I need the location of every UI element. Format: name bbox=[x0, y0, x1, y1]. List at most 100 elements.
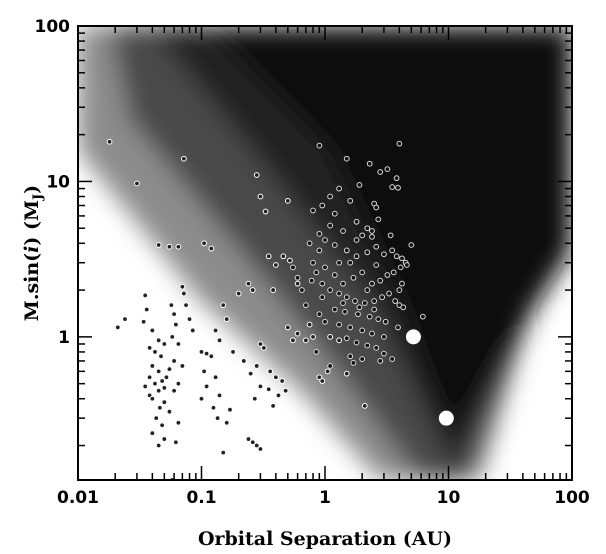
planet-point-outer bbox=[408, 242, 415, 248]
planet-point-outer bbox=[347, 353, 354, 360]
planet-point-inner bbox=[287, 257, 293, 264]
planet-point-inner bbox=[210, 404, 217, 411]
solar-system-planet-point bbox=[438, 410, 454, 426]
planet-point-inner bbox=[223, 316, 230, 323]
planet-point-outer bbox=[396, 140, 403, 147]
planet-point-outer bbox=[353, 218, 360, 225]
planet-point-outer bbox=[336, 290, 342, 297]
planet-point-inner bbox=[220, 449, 227, 456]
planet-point-outer bbox=[319, 202, 326, 209]
planet-point-outer bbox=[381, 251, 387, 258]
data-points bbox=[106, 138, 454, 480]
planet-point-outer bbox=[294, 274, 301, 281]
planet-point-inner bbox=[249, 287, 256, 293]
planet-point-inner bbox=[267, 368, 274, 375]
detection-heatmap bbox=[78, 26, 572, 480]
planet-point-inner bbox=[212, 327, 219, 334]
planet-point-outer bbox=[356, 181, 363, 188]
planet-point-outer bbox=[395, 324, 401, 331]
planet-point-outer bbox=[319, 280, 326, 287]
planet-point-inner bbox=[223, 419, 230, 426]
planet-point-inner bbox=[279, 378, 286, 384]
planet-point-inner bbox=[163, 374, 170, 381]
planet-point-outer bbox=[290, 264, 296, 271]
planet-point-outer bbox=[396, 287, 403, 293]
planet-point-outer bbox=[356, 304, 363, 311]
planet-point-outer bbox=[355, 311, 361, 318]
planet-point-outer bbox=[331, 306, 338, 313]
planet-point-inner bbox=[159, 422, 166, 429]
planet-point-inner bbox=[203, 350, 210, 357]
planet-point-outer bbox=[397, 264, 404, 271]
planet-point-outer bbox=[366, 313, 373, 320]
planet-point-inner bbox=[161, 384, 168, 391]
planet-point-outer bbox=[379, 294, 386, 301]
planet-point-outer bbox=[403, 262, 410, 268]
planet-point-outer bbox=[319, 294, 326, 301]
planet-point-inner bbox=[168, 302, 175, 309]
planet-point-outer bbox=[389, 184, 396, 190]
planet-point-inner bbox=[186, 316, 193, 323]
planet-point-inner bbox=[201, 368, 208, 375]
planet-point-outer bbox=[350, 360, 357, 366]
planet-point-inner bbox=[272, 262, 279, 268]
planet-point-outer bbox=[342, 308, 348, 315]
planet-point-outer bbox=[322, 237, 328, 243]
planet-point-inner bbox=[122, 316, 128, 323]
planet-point-outer bbox=[375, 216, 382, 223]
planet-point-inner bbox=[171, 358, 178, 364]
planet-point-inner bbox=[227, 406, 233, 413]
planet-point-inner bbox=[166, 243, 173, 250]
planet-point-inner bbox=[175, 419, 182, 426]
planet-point-outer bbox=[377, 169, 384, 175]
planet-point-outer bbox=[327, 363, 334, 369]
planet-point-outer bbox=[340, 300, 346, 306]
planet-point-outer bbox=[316, 247, 323, 254]
planet-point-inner bbox=[294, 330, 301, 337]
planet-point-outer bbox=[331, 242, 338, 248]
planet-point-outer bbox=[381, 333, 387, 340]
planet-point-outer bbox=[316, 142, 323, 149]
planet-point-inner bbox=[253, 363, 260, 369]
planet-point-inner bbox=[230, 349, 236, 355]
planet-point-inner bbox=[159, 378, 166, 384]
planet-point-inner bbox=[245, 436, 252, 442]
planet-point-inner bbox=[155, 442, 162, 449]
planet-point-outer bbox=[364, 287, 371, 293]
planet-point-inner bbox=[203, 383, 210, 390]
planet-point-inner bbox=[253, 172, 260, 178]
planet-point-inner bbox=[142, 292, 149, 299]
planet-point-inner bbox=[179, 283, 186, 290]
planet-point-outer bbox=[364, 225, 371, 232]
planet-point-outer bbox=[384, 166, 391, 173]
planet-point-outer bbox=[322, 318, 328, 325]
planet-point-outer bbox=[399, 255, 405, 262]
planet-point-inner bbox=[284, 324, 291, 331]
planet-point-inner bbox=[280, 253, 287, 260]
planet-point-outer bbox=[343, 335, 350, 342]
planet-point-inner bbox=[156, 404, 163, 411]
planet-point-outer bbox=[400, 304, 407, 311]
planet-point-outer bbox=[353, 339, 360, 346]
planet-point-inner bbox=[361, 402, 368, 409]
planet-point-inner bbox=[152, 349, 158, 355]
planet-point-inner bbox=[336, 337, 342, 344]
planet-point-inner bbox=[166, 408, 173, 415]
planet-point-outer bbox=[387, 232, 394, 239]
planet-point-outer bbox=[340, 228, 346, 234]
x-tick-label: 0.1 bbox=[186, 488, 216, 508]
planet-point-inner bbox=[324, 368, 331, 375]
planet-point-outer bbox=[371, 306, 378, 313]
planet-point-outer bbox=[327, 222, 334, 229]
solar-system-planet-point bbox=[405, 329, 421, 345]
planet-point-outer bbox=[298, 287, 305, 293]
planet-point-outer bbox=[310, 259, 316, 266]
planet-point-inner bbox=[158, 353, 164, 360]
planet-point-inner bbox=[265, 386, 272, 393]
planet-point-outer bbox=[373, 243, 380, 250]
planet-point-inner bbox=[175, 243, 182, 250]
planet-point-outer bbox=[392, 298, 399, 304]
planet-point-outer bbox=[306, 240, 313, 247]
planet-point-inner bbox=[319, 378, 326, 384]
